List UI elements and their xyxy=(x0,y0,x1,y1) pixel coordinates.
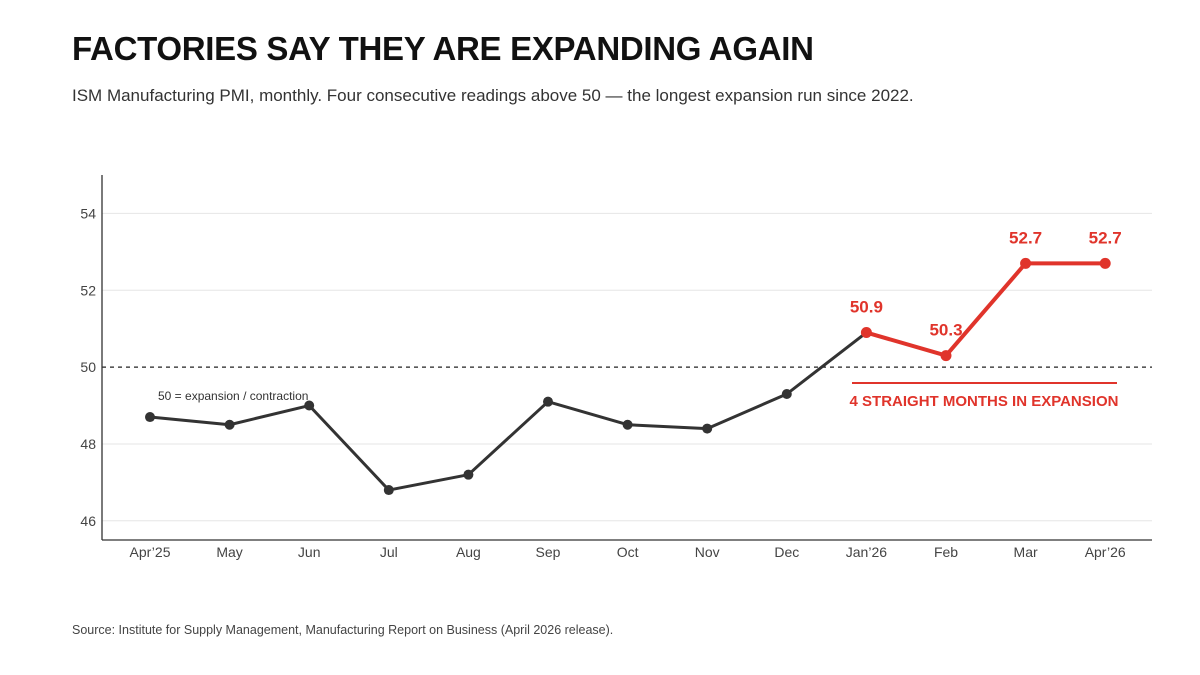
x-tick-label: Aug xyxy=(456,544,481,560)
data-point-11 xyxy=(1020,257,1032,269)
data-point-1 xyxy=(224,419,235,430)
data-point-6 xyxy=(622,419,633,430)
data-point-7 xyxy=(702,423,713,434)
y-tick-label: 48 xyxy=(80,436,96,452)
x-tick-label: Feb xyxy=(934,544,958,560)
data-point-5 xyxy=(543,396,553,407)
x-tick-label: May xyxy=(216,544,242,560)
y-tick-label: 50 xyxy=(80,359,96,375)
data-label-12: 52.7 xyxy=(1089,228,1122,247)
axes xyxy=(101,175,1152,541)
x-tick-label: Nov xyxy=(695,544,720,560)
chart-title: FACTORIES SAY THEY ARE EXPANDING AGAIN xyxy=(72,30,814,67)
y-tick-label: 54 xyxy=(80,205,96,221)
x-tick-label: Apr’26 xyxy=(1085,544,1126,560)
callout-group: 4 STRAIGHT MONTHS IN EXPANSION xyxy=(850,382,1119,410)
y-tick-label: 52 xyxy=(80,282,96,298)
series-line-highlight xyxy=(864,261,1108,358)
reference-line-label: 50 = expansion / contraction xyxy=(158,389,308,403)
x-tick-label: Sep xyxy=(536,544,561,560)
data-label-11: 52.7 xyxy=(1009,228,1042,247)
x-tick-label: Jul xyxy=(380,544,398,560)
callout-text: 4 STRAIGHT MONTHS IN EXPANSION xyxy=(850,393,1119,410)
source-note: Source: Institute for Supply Management,… xyxy=(72,623,614,637)
x-tick-label: Jun xyxy=(298,544,321,560)
y-tick-labels: 46 48 50 52 54 xyxy=(80,205,96,528)
x-tick-label: Oct xyxy=(617,544,639,560)
data-label-9: 50.9 xyxy=(850,298,883,317)
x-tick-label: Jan’26 xyxy=(846,544,887,560)
x-tick-label: Apr’25 xyxy=(130,544,171,560)
series-line-base xyxy=(148,331,868,492)
series-lines xyxy=(148,261,1108,492)
data-labels: 50.9 50.3 52.7 52.7 xyxy=(850,228,1122,339)
data-point-3 xyxy=(383,485,394,496)
data-point-2 xyxy=(304,400,315,411)
data-point-9 xyxy=(860,327,872,339)
x-tick-label: Mar xyxy=(1014,544,1038,560)
chart-subtitle: ISM Manufacturing PMI, monthly. Four con… xyxy=(72,86,914,105)
data-point-12 xyxy=(1099,257,1111,269)
reference-line-group: 50 = expansion / contraction xyxy=(102,366,1152,403)
x-tick-label: Dec xyxy=(774,544,799,560)
data-point-8 xyxy=(781,389,792,399)
data-label-10: 50.3 xyxy=(929,321,962,340)
data-point-0 xyxy=(145,412,155,423)
x-tick-labels: Apr’25 May Jun Jul Aug Sep Oct Nov Dec Jan’26 Feb M… xyxy=(130,544,1126,560)
data-point-4 xyxy=(463,469,474,480)
series-points xyxy=(145,257,1111,496)
data-point-10 xyxy=(940,350,952,362)
grid-lines xyxy=(102,212,1152,522)
y-tick-label: 46 xyxy=(80,513,96,529)
